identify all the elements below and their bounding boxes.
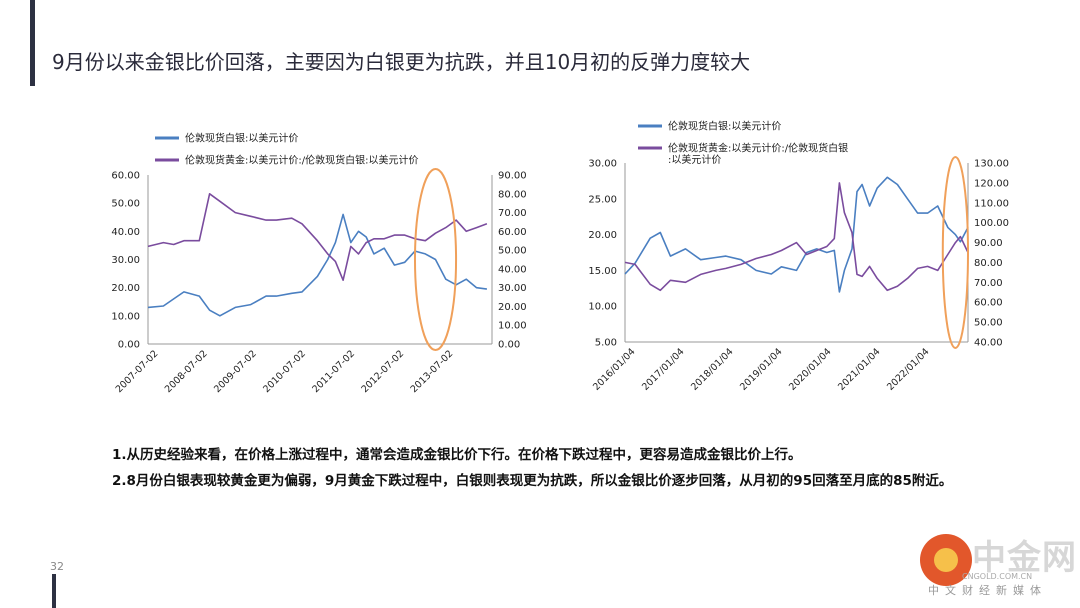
series-line-silver [147,213,488,317]
y-right-tick-label: 100.00 [974,218,1009,229]
accent-bar-top [30,0,35,86]
y-right-tick-label: 90.00 [498,171,527,182]
y-left-tick-label: 60.00 [111,171,140,182]
y-right-tick-label: 90.00 [974,238,1003,249]
y-right-tick-label: 120.00 [974,178,1009,189]
watermark-tagline: 中文财经新媒体 [928,584,1047,597]
y-right-tick-label: 70.00 [974,278,1003,289]
watermark-logo-icon [920,534,972,586]
y-right-tick-label: 60.00 [974,298,1003,309]
y-right-tick-label: 130.00 [974,159,1009,170]
y-left-tick-label: 10.00 [588,302,617,313]
y-right-tick-label: 20.00 [498,302,527,313]
note-2: 2.8月份白银表现较黄金更为偏弱，9月黄金下跌过程中，白银则表现更为抗跌，所以金… [112,473,953,489]
legend-label: 伦敦现货黄金:以美元计价:/伦敦现货白银:以美元计价 [185,154,418,167]
highlight-ellipse [941,156,970,349]
y-right-tick-label: 50.00 [974,318,1003,329]
y-right-tick-label: 10.00 [498,321,527,332]
y-right-tick-label: 30.00 [498,283,527,294]
y-right-tick-label: 80.00 [498,189,527,200]
x-tick-label: 2022/01/04 [885,346,932,393]
x-tick-label: 2008-07-02 [163,348,210,395]
y-right-tick-label: 40.00 [498,264,527,275]
y-right-tick-label: 50.00 [498,246,527,257]
y-left-tick-label: 5.00 [595,338,617,349]
watermark-url: CNGOLD.COM.CN [962,572,1033,581]
y-left-tick-label: 40.00 [111,227,140,238]
y-left-tick-label: 20.00 [111,283,140,294]
y-left-tick-label: 15.00 [588,266,617,277]
y-right-tick-label: 70.00 [498,208,527,219]
x-tick-label: 2021/01/04 [836,346,883,393]
chart-silver-ratio-2016-2022: 5.00 10.00 15.00 20.00 25.00 30.00 40.00 50.00 6… [588,120,1009,393]
series-line-gold-silver-ratio [624,182,969,292]
legend-label: 伦敦现货白银:以美元计价 [185,132,298,145]
x-tick-label: 2007-07-02 [114,348,161,395]
x-tick-label: 2009-07-02 [212,348,259,395]
y-left-tick-label: 25.00 [588,194,617,205]
commentary-notes: 1.从历史经验来看，在价格上涨过程中，通常会造成金银比价下行。在价格下跌过程中，… [112,442,992,494]
y-left-tick-label: 30.00 [588,159,617,170]
page-number: 32 [50,560,64,573]
x-tick-label: 2012-07-02 [359,348,406,395]
x-tick-label: 2011-07-02 [310,348,357,395]
x-tick-label: 2020/01/04 [787,346,834,393]
x-tick-label: 2010-07-02 [261,348,308,395]
y-right-tick-label: 40.00 [974,338,1003,349]
watermark-name: 中金网 [972,538,1077,578]
legend-label: 伦敦现货白银:以美元计价 [668,120,781,133]
x-tick-label: 2013-07-02 [409,348,456,395]
y-right-tick-label: 60.00 [498,227,527,238]
x-tick-label: 2016/01/04 [591,346,638,393]
series-line-gold-silver-ratio [147,193,488,281]
series-line-silver [624,176,969,293]
highlight-ellipse [413,168,458,351]
accent-bar-bottom [52,574,56,608]
y-right-tick-label: 80.00 [974,258,1003,269]
y-left-tick-label: 50.00 [111,199,140,210]
y-left-tick-label: 30.00 [111,255,140,266]
legend-label-cont: :以美元计价 [668,153,721,166]
y-right-tick-label: 110.00 [974,198,1009,209]
y-right-tick-label: 0.00 [498,340,520,351]
page-title: 9月份以来金银比价回落，主要因为白银更为抗跌，并且10月初的反弹力度较大 [52,50,751,74]
x-tick-label: 2019/01/04 [738,346,785,393]
y-left-tick-label: 0.00 [118,340,140,351]
x-tick-label: 2018/01/04 [689,346,736,393]
note-1: 1.从历史经验来看，在价格上涨过程中，通常会造成金银比价下行。在价格下跌过程中，… [112,447,802,463]
y-left-tick-label: 10.00 [111,311,140,322]
legend-label: 伦敦现货黄金:以美元计价:/伦敦现货白银 [668,142,848,155]
chart-silver-ratio-2007-2014: 0.00 10.00 20.00 30.00 40.00 50.00 60.00 0.00 10… [111,132,527,396]
y-left-tick-label: 20.00 [588,230,617,241]
x-tick-label: 2017/01/04 [640,346,687,393]
